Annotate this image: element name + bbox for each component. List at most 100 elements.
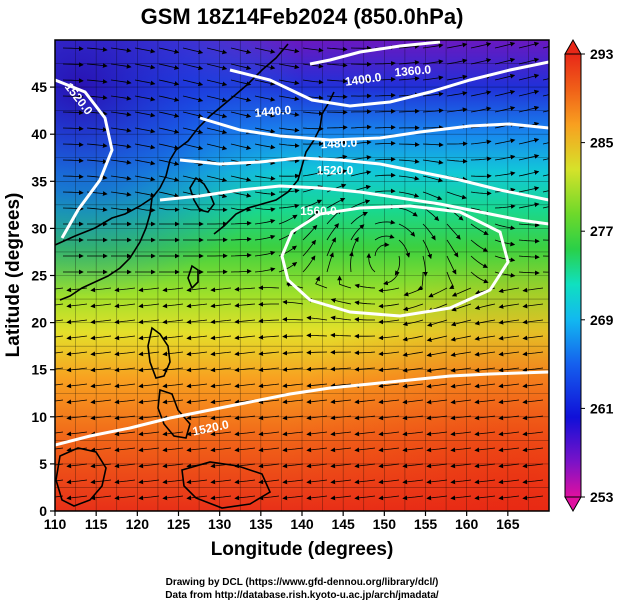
streamline: [186, 335, 208, 341]
streamline: [306, 315, 328, 321]
colorbar-tick-label: 277: [590, 223, 614, 239]
streamline: [138, 335, 160, 341]
streamline: [230, 47, 252, 55]
streamline: [282, 463, 304, 469]
streamline: [446, 255, 457, 275]
streamline: [258, 431, 280, 437]
streamline: [86, 159, 108, 164]
streamline: [542, 158, 549, 161]
streamline: [210, 383, 232, 389]
streamline: [326, 237, 336, 257]
streamline: [234, 367, 256, 373]
streamline: [470, 139, 492, 145]
streamline: [315, 275, 328, 289]
streamline: [114, 287, 136, 293]
streamline: [230, 191, 252, 198]
streamline: [337, 275, 352, 289]
streamline: [422, 191, 443, 201]
streamline: [162, 335, 184, 341]
streamline: [378, 447, 400, 453]
streamline: [498, 495, 520, 501]
streamline: [522, 383, 544, 389]
colorbar: 293 285 277 269 261 253: [564, 38, 614, 513]
y-axis-title: Latitude (degrees): [3, 193, 24, 358]
streamline: [55, 479, 64, 482]
streamline: [210, 287, 232, 293]
streamline: [302, 199, 323, 209]
streamline: [134, 191, 156, 198]
streamline: [55, 303, 64, 306]
streamline: [66, 367, 88, 373]
streamline: [306, 350, 328, 355]
streamline: [62, 174, 84, 179]
streamline: [542, 110, 549, 113]
streamline: [470, 271, 489, 284]
streamline: [206, 63, 228, 71]
streamline: [518, 41, 540, 49]
streamline: [134, 207, 156, 213]
streamline: [374, 234, 395, 241]
streamline: [422, 108, 444, 114]
streamline: [354, 283, 376, 289]
streamline: [254, 218, 276, 225]
streamline: [422, 207, 440, 221]
x-tick-label: 110: [44, 516, 67, 532]
streamline: [162, 287, 184, 293]
streamline: [182, 79, 204, 87]
streamline: [134, 63, 156, 70]
streamline: [134, 95, 156, 102]
colorbar-bottom-cap: [564, 496, 582, 513]
streamline: [86, 95, 108, 100]
coastline-asia-mainland: [55, 43, 289, 246]
streamline: [402, 479, 424, 485]
streamline: [354, 317, 375, 322]
streamline: [234, 383, 256, 389]
coastline-china-south: [59, 197, 153, 301]
streamline: [282, 299, 304, 305]
streamline: [374, 141, 396, 146]
streamline: [66, 415, 88, 421]
streamline: [350, 199, 371, 209]
streamline: [90, 335, 112, 341]
streamline: [354, 415, 376, 421]
streamline: [450, 447, 472, 453]
contour-value-label: 1400.0: [344, 70, 383, 89]
coastline-taiwan: [187, 264, 199, 290]
streamline: [446, 158, 468, 164]
x-tick-label: 160: [455, 516, 479, 532]
streamline: [210, 447, 232, 453]
streamline: [186, 495, 208, 501]
streamline: [494, 41, 516, 49]
colorbar-tick-label: 293: [590, 46, 614, 62]
streamline: [306, 463, 328, 469]
streamline: [378, 351, 400, 357]
streamline: [354, 479, 376, 485]
streamline: [90, 287, 112, 293]
streamline: [66, 319, 88, 325]
streamline: [450, 319, 472, 327]
streamline: [398, 159, 420, 164]
streamline: [158, 63, 180, 70]
streamline: [326, 198, 346, 209]
streamline: [422, 43, 444, 49]
x-tick-label: 135: [249, 516, 273, 532]
streamline: [522, 303, 544, 309]
streamline: [426, 351, 448, 358]
streamline: [162, 303, 184, 309]
streamline: [162, 351, 184, 357]
streamline: [378, 415, 400, 421]
streamline: [402, 415, 424, 421]
streamline: [330, 447, 352, 453]
streamline: [378, 303, 400, 309]
streamline: [258, 479, 280, 485]
streamline: [134, 143, 156, 150]
streamline: [66, 383, 88, 389]
streamline: [426, 463, 448, 469]
colorbar-tick-label: 253: [590, 489, 614, 505]
streamline: [186, 447, 208, 453]
streamline: [158, 175, 180, 182]
streamline: [518, 238, 540, 244]
streamline: [302, 111, 324, 116]
streamline: [470, 223, 489, 235]
streamline: [134, 127, 156, 134]
